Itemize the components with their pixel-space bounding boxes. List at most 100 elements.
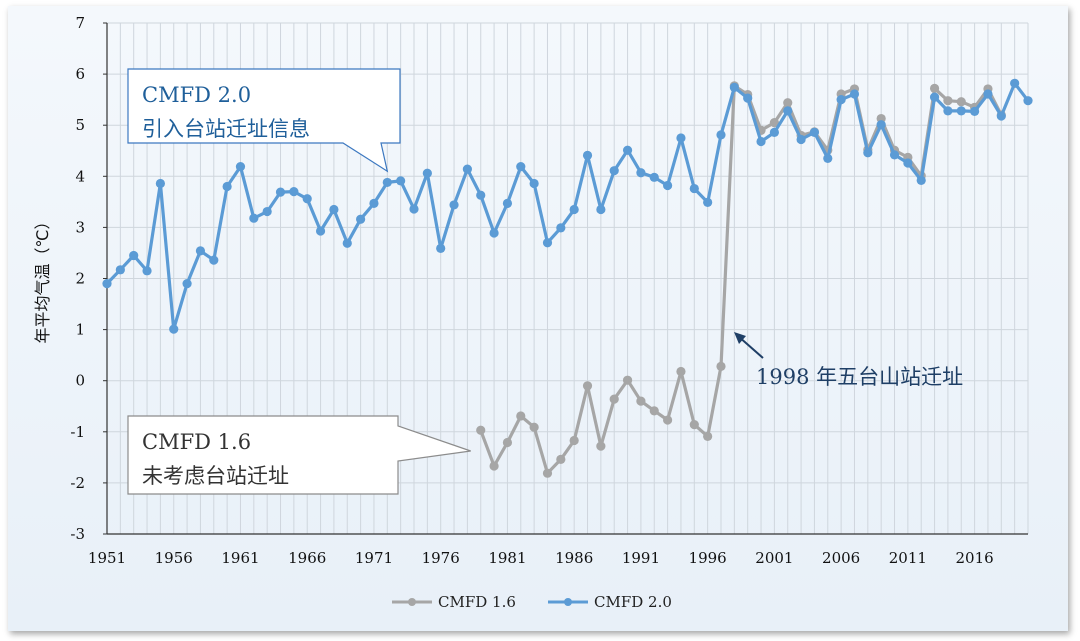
data-point [903, 158, 913, 168]
data-point [983, 89, 993, 99]
data-point [382, 177, 392, 188]
data-point [289, 187, 299, 197]
data-point [476, 190, 486, 200]
data-point [369, 198, 379, 208]
data-point [542, 238, 553, 248]
data-point [529, 178, 539, 189]
data-point [609, 394, 619, 404]
data-point [863, 148, 873, 158]
data-point [756, 136, 766, 147]
y-tick-label: 7 [75, 14, 85, 32]
data-point [663, 180, 673, 191]
data-point [529, 422, 539, 432]
callout-cmfd20-line1: CMFD 2.0 [142, 83, 251, 107]
x-tick-label: 2001 [755, 549, 793, 567]
relocation-note: 1998 年五台山站迁址 [734, 332, 963, 389]
data-point [155, 178, 165, 189]
legend-item-cmfd20: CMFD 2.0 [548, 593, 672, 611]
data-point [956, 97, 966, 107]
callout-cmfd16-box [127, 415, 471, 495]
data-point [943, 106, 953, 116]
data-point [222, 181, 232, 192]
x-tick-label: 1951 [88, 549, 126, 567]
y-tick-label: -2 [70, 474, 85, 492]
data-point [582, 381, 593, 391]
y-tick-label: -1 [70, 423, 85, 441]
series-cmfd-2-0 [102, 78, 1033, 334]
x-tick-label: 1961 [221, 549, 259, 567]
data-point [636, 168, 646, 178]
data-point [582, 150, 593, 160]
callout-cmfd20-line2: 引入台站迁址信息 [142, 117, 310, 141]
callout-cmfd20: CMFD 2.0 引入台站迁址信息 [127, 68, 401, 173]
data-point [716, 361, 726, 371]
data-point [622, 145, 633, 155]
data-point [689, 183, 699, 194]
data-point [115, 265, 125, 275]
data-point [622, 375, 633, 385]
data-point [315, 226, 326, 236]
data-point [422, 168, 432, 178]
data-point [956, 106, 966, 116]
data-point [970, 106, 980, 117]
y-tick-label: 5 [75, 116, 85, 134]
data-point [889, 150, 900, 160]
data-point [262, 206, 272, 217]
data-point [596, 204, 606, 215]
chart-frame: 7 6 5 4 3 2 1 0 -1 -2 -3 1951 1956 1961 1966 1971 1976 19… [8, 6, 1068, 631]
data-point [302, 194, 312, 204]
data-point [182, 279, 192, 289]
data-point [235, 161, 246, 172]
y-tick-label: 2 [75, 270, 85, 288]
data-point [916, 175, 926, 185]
data-point [502, 198, 513, 208]
data-point [609, 166, 619, 176]
data-point [476, 425, 486, 435]
legend-marker-cmfd16 [408, 598, 416, 606]
x-tick-label: 2016 [956, 549, 994, 567]
x-tick-label: 1966 [288, 549, 326, 567]
data-point [663, 415, 673, 425]
data-point [129, 250, 139, 261]
legend-label-cmfd16: CMFD 1.6 [438, 593, 516, 611]
data-point [489, 228, 499, 238]
x-tick-label: 1986 [555, 549, 593, 567]
data-point [342, 238, 352, 248]
data-point [436, 243, 446, 253]
data-point [929, 83, 940, 94]
x-tick-label: 1981 [488, 549, 526, 567]
data-point [169, 324, 179, 334]
data-point [716, 130, 726, 140]
relocation-note-text: 1998 年五台山站迁址 [756, 365, 963, 389]
data-point [516, 161, 526, 172]
x-tick-label: 1956 [155, 549, 193, 567]
legend: CMFD 1.6 CMFD 2.0 [392, 593, 672, 611]
data-point [329, 204, 339, 215]
callout-cmfd16: CMFD 1.6 未考虑台站迁址 [127, 415, 471, 495]
series-line [479, 84, 1003, 475]
y-tick-label: 4 [75, 167, 85, 185]
data-point [729, 82, 739, 92]
data-point [769, 118, 779, 128]
x-tick-label: 1971 [355, 549, 393, 567]
data-point [275, 187, 286, 197]
data-point [703, 431, 713, 441]
legend-marker-cmfd20 [564, 598, 572, 606]
data-point [502, 437, 513, 448]
data-point [849, 89, 860, 99]
y-tick-label: 6 [75, 65, 85, 83]
data-point [1010, 78, 1020, 88]
data-point [943, 96, 953, 106]
data-point [542, 468, 553, 478]
data-point [929, 92, 940, 102]
x-tick-label: 1976 [422, 549, 460, 567]
data-point [809, 127, 820, 137]
x-tick-label: 2011 [889, 549, 927, 567]
data-point [876, 120, 886, 130]
data-point [836, 95, 846, 105]
data-point [689, 420, 699, 430]
data-point [449, 200, 459, 210]
y-tick-label: 3 [75, 218, 85, 236]
